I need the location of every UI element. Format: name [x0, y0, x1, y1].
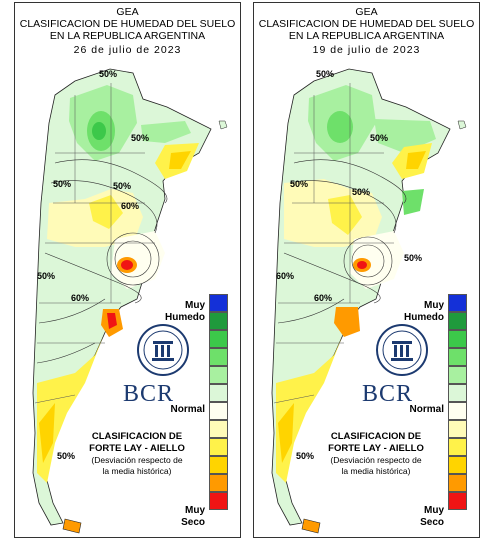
legend-swatch	[448, 330, 467, 348]
legend-scale	[209, 294, 228, 510]
map-title-line1: CLASIFICACION DE HUMEDAD DEL SUELO	[19, 18, 236, 30]
legend-swatch	[448, 456, 467, 474]
contour-label: 60%	[121, 201, 140, 211]
legend-label-very-dry: Muy Seco	[420, 505, 444, 528]
contour-label: 50%	[370, 133, 389, 143]
contour-label: 50%	[404, 253, 423, 263]
legend-swatch	[209, 474, 228, 492]
map-panel-july-26: GEA CLASIFICACION DE HUMEDAD DEL SUELO E…	[14, 2, 241, 538]
legend-swatch	[448, 384, 467, 402]
classification-title-line2: FORTE LAY - AIELLO	[328, 443, 424, 454]
legend-swatch	[209, 312, 228, 330]
contour-label: 50%	[53, 179, 72, 189]
legend-swatch	[448, 348, 467, 366]
classification-title-line2: FORTE LAY - AIELLO	[89, 443, 185, 454]
bcr-logo: BCR	[362, 381, 414, 407]
classification-title-line1: CLASIFICACION DE	[330, 431, 422, 442]
map-title-line1: CLASIFICACION DE HUMEDAD DEL SUELO	[258, 18, 475, 30]
contour-label: 60%	[314, 293, 333, 303]
legend-label-normal: Normal	[170, 404, 205, 415]
legend-swatch	[448, 420, 467, 438]
legend-swatch	[448, 474, 467, 492]
bcr-seal-icon	[137, 324, 189, 376]
legend-swatch	[209, 420, 228, 438]
contour-label: 50%	[290, 179, 309, 189]
legend-swatch	[209, 348, 228, 366]
legend-swatch	[209, 492, 228, 510]
argentina-moisture-map	[32, 68, 228, 534]
legend-swatch	[209, 384, 228, 402]
map-title-line2: EN LA REPUBLICA ARGENTINA	[288, 30, 445, 42]
map-title-line2: EN LA REPUBLICA ARGENTINA	[49, 30, 206, 42]
legend-label-very-humid: Muy Humedo	[404, 300, 444, 323]
legend-swatch	[448, 438, 467, 456]
org-title: GEA	[116, 6, 139, 18]
contour-label: 50%	[37, 271, 56, 281]
legend-swatch	[209, 402, 228, 420]
map-date: 19 de julio de 2023	[312, 44, 421, 56]
contour-label: 50%	[113, 181, 132, 191]
bcr-seal-icon	[376, 324, 428, 376]
contour-label: 50%	[57, 451, 76, 461]
legend-swatch	[209, 330, 228, 348]
classification-subtitle-line1: (Desviación respecto de	[91, 455, 183, 465]
contour-label: 50%	[296, 451, 315, 461]
legend-swatch	[209, 438, 228, 456]
classification-title: CLASIFICACION DE FORTE LAY - AIELLO	[75, 431, 199, 455]
classification-subtitle: (Desviación respecto de la media históri…	[314, 455, 438, 477]
contour-label: 50%	[316, 69, 335, 79]
map-date: 26 de julio de 2023	[73, 44, 182, 56]
classification-title-line1: CLASIFICACION DE	[91, 431, 183, 442]
contour-label: 50%	[131, 133, 150, 143]
classification-title: CLASIFICACION DE FORTE LAY - AIELLO	[314, 431, 438, 455]
classification-subtitle-line2: la media histórica)	[102, 466, 172, 476]
legend-scale	[448, 294, 467, 510]
org-title: GEA	[355, 6, 378, 18]
contour-label: 50%	[99, 69, 118, 79]
legend-swatch	[448, 366, 467, 384]
legend-label-very-dry: Muy Seco	[181, 505, 205, 528]
classification-subtitle: (Desviación respecto de la media históri…	[75, 455, 199, 477]
legend-label-very-humid: Muy Humedo	[165, 300, 205, 323]
map-panel-july-19: GEA CLASIFICACION DE HUMEDAD DEL SUELO E…	[253, 2, 480, 538]
contour-label: 50%	[352, 187, 371, 197]
legend-swatch	[448, 492, 467, 510]
legend-swatch	[448, 402, 467, 420]
contour-label: 60%	[71, 293, 90, 303]
argentina-moisture-map	[271, 68, 467, 534]
legend-swatch	[448, 294, 467, 312]
legend-swatch	[209, 366, 228, 384]
contour-label: 60%	[276, 271, 295, 281]
classification-subtitle-line1: (Desviación respecto de	[330, 455, 422, 465]
bcr-logo: BCR	[123, 381, 175, 407]
legend-swatch	[448, 312, 467, 330]
legend-swatch	[209, 294, 228, 312]
legend-label-normal: Normal	[409, 404, 444, 415]
legend-swatch	[209, 456, 228, 474]
classification-subtitle-line2: la media histórica)	[341, 466, 411, 476]
